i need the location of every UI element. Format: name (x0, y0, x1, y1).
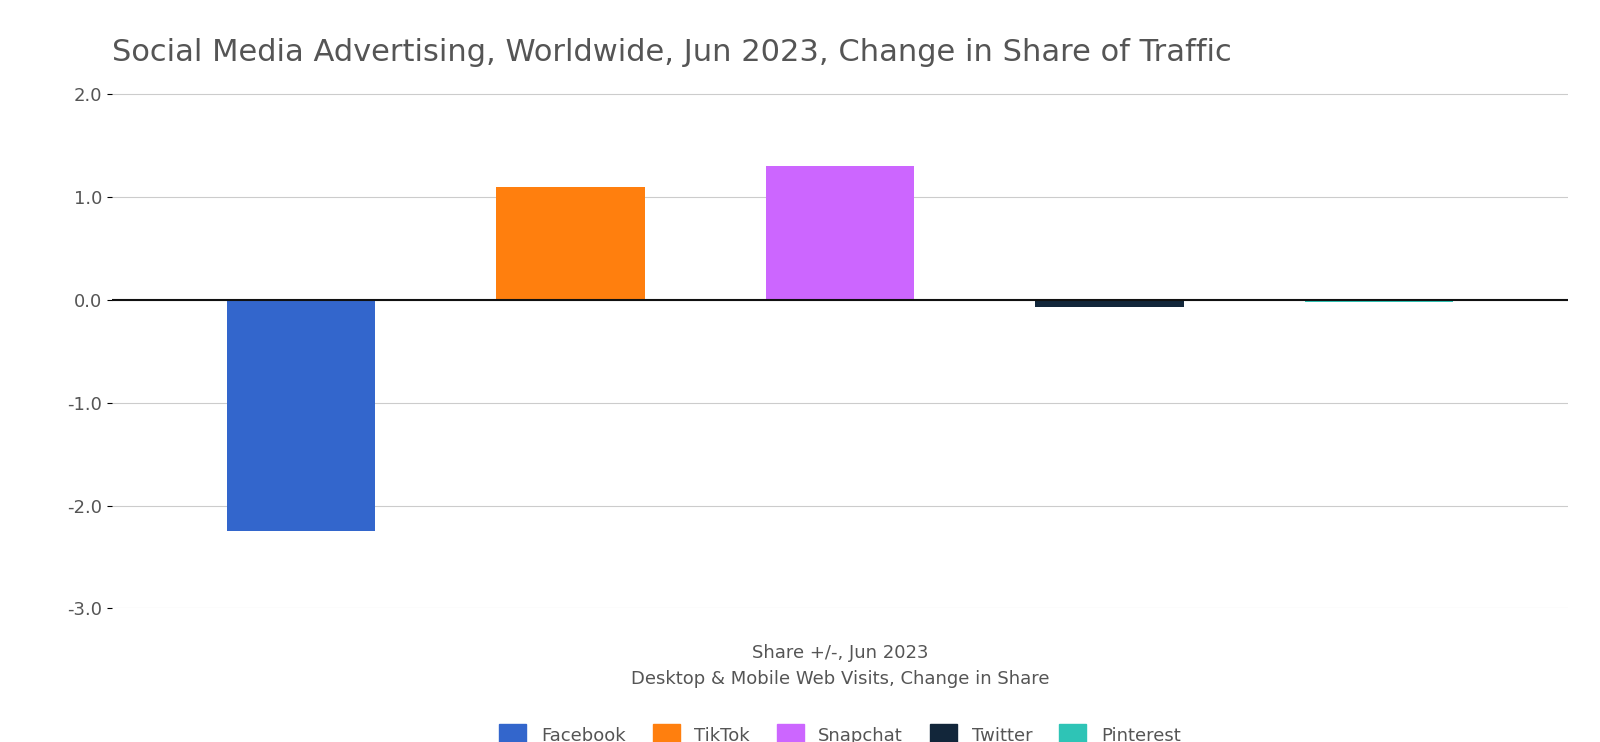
Bar (1306, 300, 1453, 302)
Text: Social Media Advertising, Worldwide, Jun 2023, Change in Share of Traffic: Social Media Advertising, Worldwide, Jun… (112, 39, 1232, 68)
Text: Desktop & Mobile Web Visits, Change in Share: Desktop & Mobile Web Visits, Change in S… (630, 670, 1050, 688)
Bar (1035, 300, 1184, 307)
Bar (496, 187, 645, 300)
Bar (227, 300, 374, 531)
Bar (766, 166, 914, 300)
Text: Share +/-, Jun 2023: Share +/-, Jun 2023 (752, 644, 928, 662)
Legend: Facebook, TikTok, Snapchat, Twitter, Pinterest: Facebook, TikTok, Snapchat, Twitter, Pin… (490, 715, 1190, 742)
